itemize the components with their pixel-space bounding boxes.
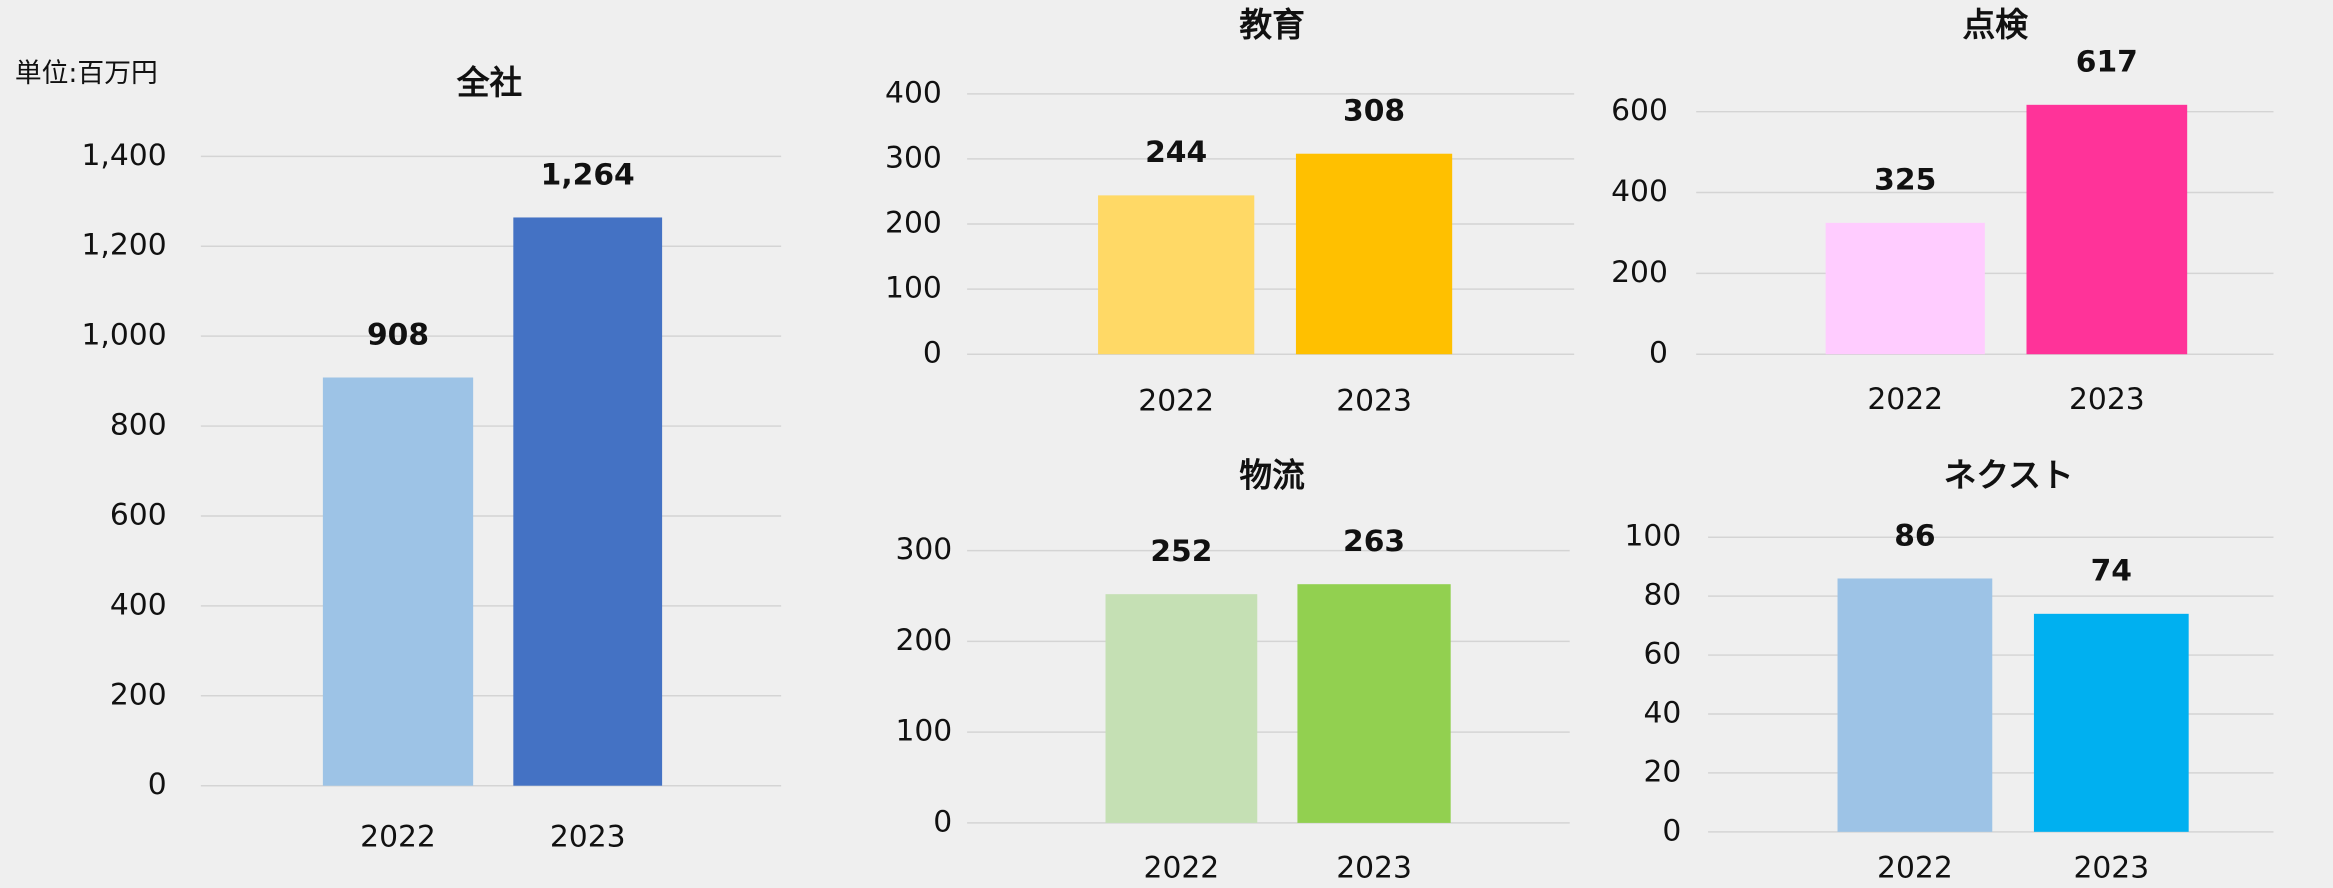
y-tick-label: 1,400 <box>81 138 166 173</box>
y-tick-label: 0 <box>1649 336 1668 371</box>
y-tick-label: 400 <box>110 587 167 622</box>
value-label: 252 <box>1150 534 1212 569</box>
bar <box>1098 195 1255 355</box>
y-tick-label: 0 <box>933 804 952 839</box>
y-tick-label: 200 <box>885 206 942 241</box>
y-tick-label: 600 <box>110 497 167 532</box>
bar <box>1105 594 1258 823</box>
x-tick-label: 2023 <box>1336 851 1412 884</box>
y-tick-label: 100 <box>895 714 952 749</box>
x-tick-label: 2022 <box>360 819 436 854</box>
value-label: 86 <box>1894 518 1935 553</box>
y-tick-label: 600 <box>1611 93 1668 128</box>
y-tick-label: 1,200 <box>81 228 166 263</box>
y-tick-label: 400 <box>885 75 942 110</box>
x-tick-label: 2022 <box>1867 382 1943 417</box>
value-label: 308 <box>1343 94 1405 129</box>
value-label: 244 <box>1145 135 1207 170</box>
x-tick-label: 2023 <box>2073 851 2149 884</box>
chart-title: 点検 <box>1963 6 2029 44</box>
y-tick-label: 60 <box>1643 637 1681 672</box>
chart-title: ネクスト <box>1944 457 2074 495</box>
value-label: 908 <box>367 317 429 352</box>
value-label: 74 <box>2091 554 2132 589</box>
y-tick-label: 200 <box>895 623 952 658</box>
y-tick-label: 0 <box>148 767 167 802</box>
y-tick-label: 200 <box>1611 255 1668 290</box>
chart-title: 教育 <box>1239 6 1304 44</box>
y-tick-label: 800 <box>110 408 167 443</box>
y-tick-label: 20 <box>1643 754 1681 789</box>
y-tick-label: 200 <box>110 677 167 712</box>
y-tick-label: 0 <box>923 336 942 371</box>
x-tick-label: 2022 <box>1877 851 1953 884</box>
value-label: 617 <box>2076 45 2138 80</box>
bar <box>1825 222 1985 355</box>
y-tick-label: 300 <box>895 532 952 567</box>
bar <box>1297 584 1451 823</box>
x-tick-label: 2023 <box>550 819 626 854</box>
y-tick-label: 100 <box>885 271 942 306</box>
value-label: 263 <box>1343 524 1405 559</box>
bar <box>1837 578 1993 832</box>
value-label: 1,264 <box>541 157 635 192</box>
bar <box>1295 153 1453 355</box>
y-tick-label: 400 <box>1611 174 1668 209</box>
unit-label: 単位:百万円 <box>15 58 158 89</box>
y-tick-label: 300 <box>885 140 942 175</box>
y-tick-label: 100 <box>1625 519 1682 554</box>
y-tick-label: 1,000 <box>81 318 166 353</box>
x-tick-label: 2022 <box>1144 851 1220 884</box>
bar <box>2026 104 2188 355</box>
x-tick-label: 2022 <box>1138 383 1214 418</box>
x-tick-label: 2023 <box>2069 382 2145 417</box>
bar <box>2033 613 2189 832</box>
y-tick-label: 80 <box>1643 578 1681 613</box>
x-tick-label: 2023 <box>1336 383 1412 418</box>
bar <box>513 217 663 786</box>
chart-title: 全社 <box>456 64 522 102</box>
y-tick-label: 0 <box>1662 813 1681 848</box>
value-label: 325 <box>1874 163 1936 198</box>
bar <box>322 377 474 786</box>
chart-title: 物流 <box>1239 457 1305 495</box>
y-tick-label: 40 <box>1643 695 1681 730</box>
